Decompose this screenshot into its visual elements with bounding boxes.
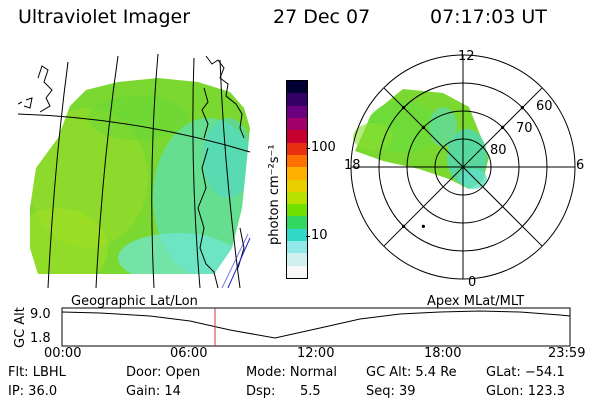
mlt-lines [351,55,575,279]
colorbar-swatch [287,179,307,192]
colorbar-swatch [287,117,307,131]
status-glat: GLat: −54.1 [486,365,565,380]
altitude-ytick-min: 1.8 [30,331,51,346]
colorbar-swatch [287,241,307,254]
xtick-1200: 12:00 [297,346,335,361]
altitude-plot-frame [61,307,571,347]
colorbar-tick-100: 100 [311,140,336,155]
time-label: 07:17:03 UT [430,6,547,28]
status-dsp-label: Dsp: [246,384,276,399]
colorbar-swatch [287,154,307,168]
apex-projection-label: Apex MLat/MLT [427,294,525,309]
colorbar [286,80,308,279]
altitude-plot: 9.0 1.8 GC Alt [13,307,571,348]
colorbar-swatch [287,105,307,118]
colorbar-swatch [287,130,307,143]
coastlines [18,55,245,288]
geographic-projection-label: Geographic Lat/Lon [71,294,198,309]
status-gain: Gain: 14 [126,384,181,399]
colorbar-swatch [287,228,307,242]
status-mode: Mode: Normal [246,365,337,380]
altitude-ylabel: GC Alt [13,307,28,348]
colorbar-swatch [287,253,307,266]
colorbar-swatch [287,142,307,155]
mlt-label-0: 0 [468,275,476,288]
colorbar-units-label: photon cm⁻²s⁻¹ [267,144,282,245]
mlt-grid-dots [402,106,524,228]
mlt-label-6: 6 [576,158,584,173]
status-glon: GLon: 123.3 [486,384,566,399]
xtick-1800: 18:00 [424,346,462,361]
xtick-0600: 06:00 [170,346,208,361]
colorbar-swatch [287,191,307,205]
status-door: Door: Open [126,365,201,380]
status-flt: Flt: LBHL [8,365,66,380]
mlat-label-60: 60 [536,99,553,114]
colorbar-swatch [287,204,307,217]
colorbar-swatch [287,167,307,180]
satellite-track [227,237,251,288]
mlt-label-18: 18 [344,158,361,173]
altitude-ytick-max: 9.0 [30,307,51,322]
status-gc-alt: GC Alt: 5.4 Re [366,365,457,380]
instrument-title: Ultraviolet Imager [18,6,191,28]
colorbar-swatch [287,93,307,106]
longitude-grid [47,53,241,288]
xtick-0000: 00:00 [44,346,82,361]
mlt-label-12: 12 [458,49,475,64]
xtick-2359: 23:59 [548,346,586,361]
colorbar-swatch [287,81,307,94]
altitude-curve [61,310,571,339]
colorbar-swatch [287,265,307,278]
date-label: 27 Dec 07 [273,6,371,28]
status-dsp-value: 5.5 [300,384,321,399]
latitude-grid [18,113,251,153]
mlat-label-80: 80 [490,143,507,158]
polar-mlt-panel: 12 0 18 6 60 70 80 [344,49,584,288]
geographic-image-panel [18,53,251,288]
status-ip: IP: 36.0 [8,384,58,399]
colorbar-tick-10: 10 [311,228,328,243]
status-seq: Seq: 39 [366,384,416,399]
mlat-label-70: 70 [516,121,533,136]
colorbar-swatch [287,216,307,229]
